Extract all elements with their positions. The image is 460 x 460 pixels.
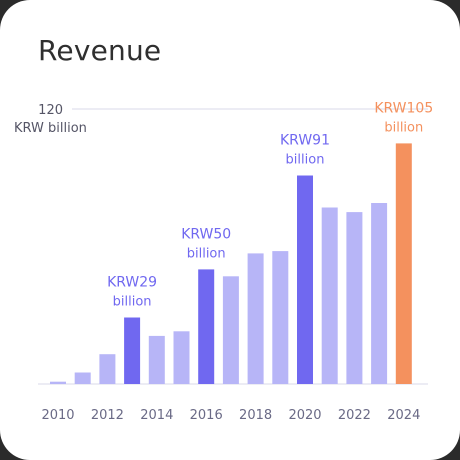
bar-2018 <box>247 253 264 384</box>
x-ticks-group: 2010 2012 2014 2016 2018 2020 2022 2024 <box>41 408 420 423</box>
annotation-value-2020: KRW91 <box>280 133 330 149</box>
annotation-value-2016: KRW50 <box>181 226 231 242</box>
bar-2015 <box>173 331 190 384</box>
annotation-unit-2016: billion <box>187 246 226 261</box>
chart-title: Revenue <box>38 34 162 67</box>
x-tick-2024: 2024 <box>387 408 420 423</box>
x-tick-2012: 2012 <box>91 408 124 423</box>
bar-2017 <box>222 276 239 384</box>
bar-2019 <box>272 251 289 384</box>
x-tick-2010: 2010 <box>41 408 74 423</box>
annotation-value-2013: KRW29 <box>107 275 157 291</box>
bar-2022 <box>346 212 363 384</box>
bar-2020 <box>297 175 313 384</box>
bar-2024 <box>395 143 412 384</box>
annotation-unit-2020: billion <box>286 153 325 168</box>
x-tick-2020: 2020 <box>288 408 321 423</box>
bar-2010 <box>50 381 66 384</box>
y-max-label: 120 <box>38 103 63 118</box>
x-tick-2014: 2014 <box>140 408 173 423</box>
bar-2012 <box>99 354 116 384</box>
bars-group <box>50 143 412 384</box>
y-axis-unit-label: KRW billion <box>14 121 87 136</box>
x-tick-2018: 2018 <box>239 408 272 423</box>
annotation-value-2024: KRW105 <box>374 100 433 116</box>
bar-2016 <box>198 269 215 384</box>
x-tick-2016: 2016 <box>190 408 223 423</box>
annotation-unit-2013: billion <box>113 295 152 310</box>
bar-2011 <box>74 372 91 384</box>
x-tick-2022: 2022 <box>338 408 371 423</box>
annotations-group: KRW29 billion KRW50 billion KRW91 billion KRW1… <box>107 100 433 309</box>
bar-2021 <box>321 207 338 384</box>
bar-2013 <box>124 317 141 384</box>
bar-2014 <box>148 335 165 384</box>
bar-2023 <box>371 203 388 384</box>
annotation-unit-2024: billion <box>384 120 423 135</box>
